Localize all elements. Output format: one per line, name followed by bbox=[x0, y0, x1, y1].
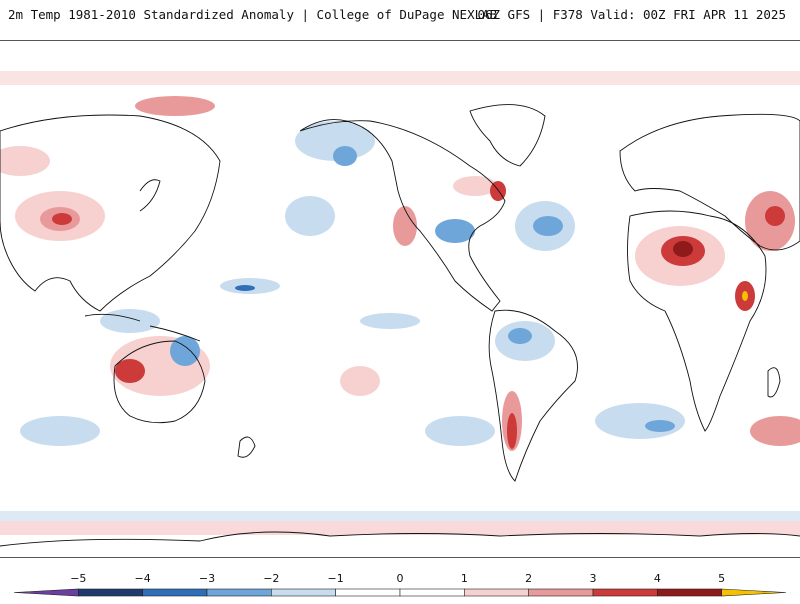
colorbar-tick-label: 5 bbox=[718, 572, 725, 585]
colorbar-bin bbox=[13, 588, 79, 597]
header: 2m Temp 1981-2010 Standardized Anomaly |… bbox=[0, 0, 800, 30]
colorbar-bin bbox=[78, 588, 143, 597]
colorbar-bin bbox=[592, 588, 658, 597]
colorbar-tick-label: −5 bbox=[70, 572, 86, 585]
colorbar: −5 −4 −3 −2 −1 0 1 2 3 4 5 bbox=[0, 565, 800, 600]
colorbar-bin bbox=[142, 588, 208, 597]
colorbar-bin bbox=[399, 588, 465, 597]
colorbar-tick-label: 1 bbox=[461, 572, 468, 585]
map-canvas bbox=[0, 71, 800, 547]
colorbar-tick-label: 4 bbox=[654, 572, 661, 585]
anomaly-map bbox=[0, 40, 800, 558]
colorbar-bin bbox=[271, 588, 336, 597]
colorbar-tick-label: −3 bbox=[199, 572, 215, 585]
colorbar-tick-label: 0 bbox=[397, 572, 404, 585]
colorbar-tick-label: −2 bbox=[263, 572, 279, 585]
colorbar-bin bbox=[657, 588, 722, 597]
anomaly-fill bbox=[0, 71, 800, 535]
colorbar-bin bbox=[721, 588, 787, 597]
run-info: 06Z GFS | F378 Valid: 00Z FRI APR 11 202… bbox=[477, 7, 786, 22]
colorbar-tick-label: 3 bbox=[590, 572, 597, 585]
colorbar-tick-label: 2 bbox=[525, 572, 532, 585]
colorbar-svg: −5 −4 −3 −2 −1 0 1 2 3 4 5 bbox=[13, 572, 787, 597]
map-title: 2m Temp 1981-2010 Standardized Anomaly |… bbox=[8, 7, 498, 22]
colorbar-bin bbox=[464, 588, 529, 597]
colorbar-bin bbox=[206, 588, 272, 597]
colorbar-bin bbox=[528, 588, 594, 597]
colorbar-tick-label: −1 bbox=[328, 572, 344, 585]
colorbar-bin bbox=[335, 588, 401, 597]
colorbar-tick-label: −4 bbox=[135, 572, 151, 585]
coastlines bbox=[0, 104, 800, 547]
